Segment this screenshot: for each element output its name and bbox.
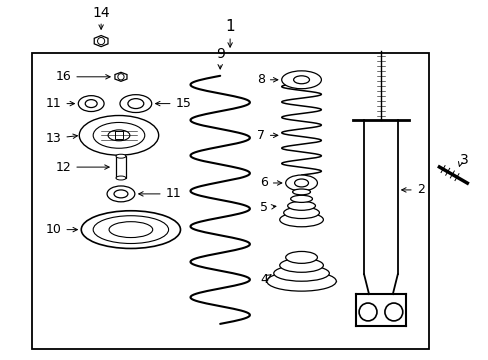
Circle shape (358, 303, 376, 321)
Ellipse shape (81, 211, 180, 248)
Ellipse shape (120, 95, 151, 113)
Text: 8: 8 (256, 73, 277, 86)
Polygon shape (115, 72, 127, 81)
Bar (115, 131, 122, 139)
Circle shape (97, 37, 104, 45)
Ellipse shape (285, 251, 317, 264)
Ellipse shape (279, 213, 323, 227)
Text: 1: 1 (225, 19, 234, 34)
Ellipse shape (93, 122, 144, 148)
Ellipse shape (79, 116, 158, 155)
Ellipse shape (279, 258, 323, 272)
Text: 4: 4 (260, 273, 270, 286)
Ellipse shape (287, 201, 315, 210)
Ellipse shape (285, 175, 317, 191)
Circle shape (384, 303, 402, 321)
Ellipse shape (281, 71, 321, 89)
Ellipse shape (93, 216, 168, 243)
Text: 3: 3 (459, 153, 468, 167)
Text: 6: 6 (260, 176, 281, 189)
Ellipse shape (290, 195, 312, 202)
Ellipse shape (116, 176, 126, 180)
Circle shape (118, 74, 124, 80)
Ellipse shape (107, 186, 135, 202)
Text: 12: 12 (56, 161, 109, 174)
Text: 15: 15 (155, 97, 191, 110)
Text: 11: 11 (45, 97, 74, 110)
Text: 7: 7 (256, 129, 277, 142)
Ellipse shape (292, 189, 310, 195)
Text: 2: 2 (401, 184, 424, 197)
Text: 10: 10 (45, 223, 77, 236)
Ellipse shape (78, 96, 104, 112)
Ellipse shape (294, 179, 308, 187)
Text: 11: 11 (139, 188, 181, 201)
Bar (32, 53, 427, 349)
Ellipse shape (109, 222, 152, 238)
Polygon shape (94, 36, 108, 47)
Ellipse shape (273, 265, 328, 281)
Ellipse shape (128, 99, 143, 109)
Ellipse shape (108, 130, 130, 141)
Ellipse shape (266, 271, 336, 291)
Text: 13: 13 (45, 132, 77, 145)
Ellipse shape (283, 207, 319, 219)
Text: 9: 9 (215, 47, 224, 61)
Text: 5: 5 (259, 201, 275, 214)
Ellipse shape (293, 76, 309, 84)
Text: 14: 14 (92, 6, 110, 20)
Ellipse shape (85, 100, 97, 108)
Bar (116, 156, 126, 178)
Text: 16: 16 (56, 70, 110, 83)
Ellipse shape (116, 154, 126, 158)
Ellipse shape (114, 190, 128, 198)
